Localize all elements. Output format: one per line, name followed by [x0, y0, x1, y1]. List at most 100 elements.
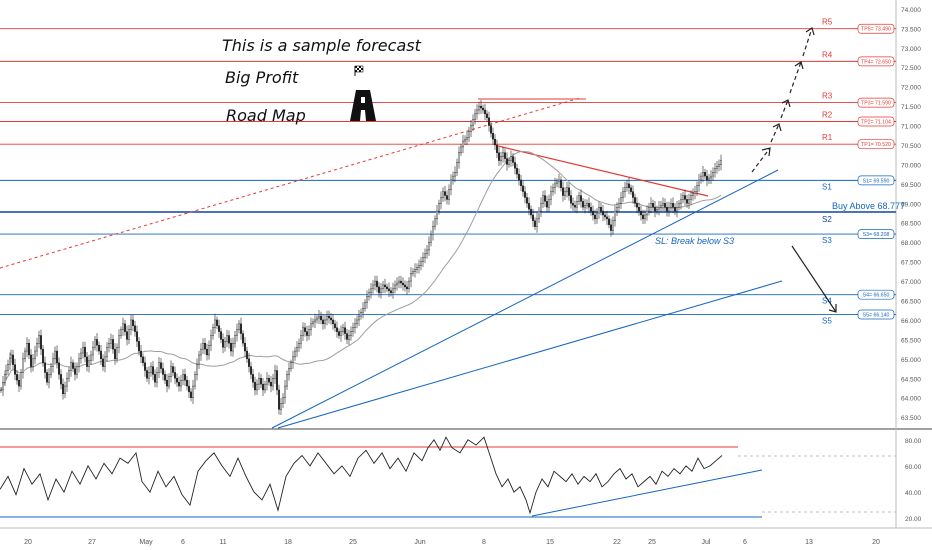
candle-body	[672, 203, 675, 208]
candle-body	[458, 152, 461, 163]
candle-body	[215, 319, 218, 326]
candle-body	[6, 364, 9, 371]
candle-body	[52, 358, 55, 367]
candle-body	[121, 323, 124, 330]
candle-body	[85, 356, 88, 367]
candle-body	[133, 325, 136, 332]
candle-body	[654, 206, 657, 212]
candle-body	[354, 323, 357, 328]
candle-body	[326, 315, 329, 321]
candle-body	[171, 366, 174, 373]
candle-body	[314, 319, 317, 323]
candle-body	[554, 183, 557, 188]
candle-body	[692, 193, 695, 196]
candle-body	[155, 372, 158, 383]
candle-body	[203, 343, 206, 350]
candle-body	[442, 191, 445, 198]
candle-body	[298, 343, 301, 348]
price-tick-label: 67.500	[901, 260, 921, 267]
candle-body	[205, 348, 208, 356]
candle-body	[616, 206, 619, 212]
candle-body	[514, 162, 517, 169]
candle-body	[237, 323, 240, 330]
candle-body	[147, 372, 150, 379]
price-tick-label: 72.500	[901, 65, 921, 72]
candle-body	[73, 368, 76, 375]
candle-body	[264, 383, 267, 391]
date-tick-label: Jul	[702, 539, 711, 546]
rsi-axis: 20.00 40.00 60.00 80.00	[905, 438, 922, 523]
candle-body	[526, 197, 529, 204]
level-target-text: S3= 68.208	[863, 232, 890, 238]
candle-body	[496, 144, 499, 153]
forecast-arrow-2	[770, 123, 780, 143]
candle-body	[400, 280, 403, 284]
candle-body	[660, 205, 663, 208]
candle-body	[700, 175, 703, 181]
candle-body	[93, 339, 96, 348]
candle-body	[612, 220, 615, 231]
candle-body	[640, 210, 643, 216]
candle-body	[668, 206, 671, 212]
candle-body	[16, 374, 19, 381]
candle-body	[664, 203, 667, 208]
candle-body	[221, 339, 224, 348]
candle-body	[247, 358, 250, 367]
candle-body	[300, 335, 303, 344]
candle-body	[356, 319, 359, 325]
candle-body	[217, 325, 220, 332]
date-tick-label: Jun	[414, 539, 425, 546]
candle-body	[510, 156, 513, 161]
date-tick-label: 20	[872, 539, 880, 546]
candle-body	[694, 191, 697, 194]
level-target-text: S1= 69.590	[863, 178, 890, 184]
candle-body	[406, 286, 409, 290]
candle-body	[368, 292, 371, 297]
candle-body	[109, 339, 112, 344]
candle-body	[211, 327, 214, 336]
candle-body	[103, 356, 106, 367]
candle-body	[324, 319, 327, 325]
candle-body	[556, 181, 559, 185]
candle-body	[446, 195, 449, 200]
candle-body	[2, 381, 5, 391]
candle-body	[330, 317, 333, 321]
candle-body	[167, 376, 170, 387]
candle-body	[334, 323, 337, 328]
candle-body	[157, 362, 160, 373]
candle-body	[650, 203, 653, 208]
candle-body	[253, 381, 256, 391]
candle-body	[464, 138, 467, 142]
candle-body	[63, 385, 66, 395]
candle-body	[24, 350, 27, 360]
candle-body	[716, 166, 719, 169]
candle-body	[241, 333, 244, 344]
candle-body	[153, 374, 156, 383]
level-target-box	[857, 139, 895, 150]
candle-body	[614, 210, 617, 222]
candle-body	[574, 205, 577, 208]
price-tick-label: 64.000	[901, 396, 921, 403]
candle-body	[8, 357, 11, 365]
price-tick-label: 65.500	[901, 337, 921, 344]
candle-body	[71, 362, 74, 369]
candle-body	[316, 317, 319, 321]
candle-body	[488, 117, 491, 126]
candle-body	[460, 146, 463, 153]
date-tick-label: 20	[24, 539, 32, 546]
candle-body	[18, 380, 21, 387]
candle-body	[209, 335, 212, 346]
candle-body	[165, 380, 168, 387]
candle-body	[3, 374, 6, 383]
candle-body	[642, 214, 645, 220]
candle-body	[552, 187, 555, 192]
level-label: S5	[822, 317, 832, 326]
candle-body	[494, 138, 497, 146]
candle-body	[342, 327, 345, 332]
candle-body	[75, 366, 78, 375]
candle-body	[564, 191, 567, 196]
price-tick-label: 67.000	[901, 279, 921, 286]
candle-body	[270, 381, 273, 387]
candle-body	[336, 327, 339, 332]
candle-body	[414, 269, 417, 272]
